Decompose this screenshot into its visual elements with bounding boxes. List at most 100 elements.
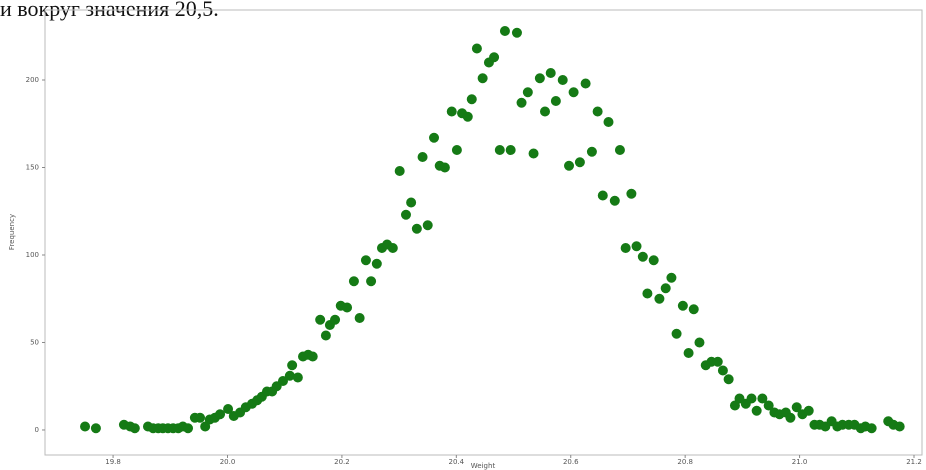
point: [620, 242, 631, 253]
point: [545, 67, 556, 78]
point: [477, 73, 488, 84]
y-tick-label: 150: [26, 163, 39, 171]
point: [757, 393, 768, 404]
point: [400, 209, 411, 220]
point: [866, 423, 877, 434]
y-axis-label: Frequency: [8, 214, 16, 250]
point: [803, 405, 814, 416]
point: [648, 255, 659, 266]
point: [791, 402, 802, 413]
point: [688, 304, 699, 315]
point: [717, 365, 728, 376]
x-tick-label: 19.8: [105, 458, 121, 466]
point: [360, 255, 371, 266]
point: [215, 409, 226, 420]
point: [609, 195, 620, 206]
x-tick-label: 21.0: [792, 458, 808, 466]
y-tick-label: 50: [30, 338, 39, 346]
point: [499, 25, 510, 36]
point: [451, 144, 462, 155]
x-tick-label: 21.2: [906, 458, 922, 466]
y-tick-label: 200: [26, 76, 39, 84]
point: [746, 393, 757, 404]
point: [694, 337, 705, 348]
point: [534, 73, 545, 84]
point: [315, 314, 326, 325]
point: [80, 421, 91, 432]
point: [446, 106, 457, 117]
y-tick-label: 100: [26, 251, 39, 259]
y-tick-label: 0: [35, 426, 39, 434]
point: [751, 405, 762, 416]
point: [557, 74, 568, 85]
point: [631, 241, 642, 252]
point: [330, 314, 341, 325]
point: [387, 242, 398, 253]
point: [439, 162, 450, 173]
plot-frame: [44, 9, 923, 456]
point: [462, 111, 473, 122]
point: [654, 293, 665, 304]
point: [183, 423, 194, 434]
point: [406, 197, 417, 208]
point: [489, 52, 500, 63]
point: [371, 258, 382, 269]
point: [568, 87, 579, 98]
x-axis-label: Weight: [471, 462, 496, 470]
point: [592, 106, 603, 117]
x-tick-label: 20.6: [563, 458, 579, 466]
point: [320, 330, 331, 341]
point: [712, 356, 723, 367]
point: [129, 423, 140, 434]
point: [307, 351, 318, 362]
point: [586, 146, 597, 157]
point: [277, 375, 288, 386]
point: [417, 151, 428, 162]
x-tick-label: 20.0: [220, 458, 236, 466]
point: [763, 400, 774, 411]
point: [284, 370, 295, 381]
point: [429, 132, 440, 143]
point: [626, 188, 637, 199]
point: [671, 328, 682, 339]
point: [666, 272, 677, 283]
point: [539, 106, 550, 117]
point: [683, 347, 694, 358]
point: [471, 43, 482, 54]
point: [422, 220, 433, 231]
point: [394, 165, 405, 176]
point: [637, 251, 648, 262]
point: [550, 95, 561, 106]
point: [528, 148, 539, 159]
point: [90, 423, 101, 434]
point: [522, 87, 533, 98]
point: [564, 160, 575, 171]
point: [614, 144, 625, 155]
point: [466, 94, 477, 105]
point: [195, 412, 206, 423]
point: [723, 374, 734, 385]
point: [642, 288, 653, 299]
point: [366, 276, 377, 287]
point: [292, 372, 303, 383]
point: [597, 190, 608, 201]
point: [348, 276, 359, 287]
point: [354, 312, 365, 323]
point: [894, 421, 905, 432]
point: [223, 403, 234, 414]
point: [511, 27, 522, 38]
point: [505, 144, 516, 155]
x-tick-label: 20.4: [449, 458, 465, 466]
x-tick-label: 20.2: [334, 458, 350, 466]
point: [494, 144, 505, 155]
point: [287, 360, 298, 371]
point: [677, 300, 688, 311]
x-tick-label: 20.8: [677, 458, 693, 466]
point: [603, 116, 614, 127]
point: [785, 412, 796, 423]
point: [660, 283, 671, 294]
point: [580, 78, 591, 89]
point: [342, 302, 353, 313]
